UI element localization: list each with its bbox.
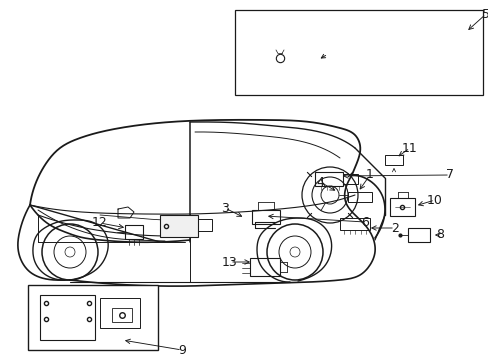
Bar	[112, 308, 132, 322]
Text: 7: 7	[445, 168, 453, 181]
Bar	[251, 210, 280, 224]
Bar	[100, 298, 140, 328]
Text: 13: 13	[222, 256, 237, 269]
Bar	[339, 218, 369, 230]
Bar	[160, 215, 198, 237]
Text: 6: 6	[360, 216, 368, 229]
Bar	[198, 219, 212, 231]
Text: 1: 1	[366, 168, 373, 181]
Text: 10: 10	[426, 194, 442, 207]
Text: 9: 9	[178, 343, 185, 356]
Text: 4: 4	[315, 175, 323, 189]
Bar	[407, 228, 429, 242]
Bar	[342, 174, 357, 184]
Bar	[347, 192, 371, 202]
Bar	[314, 172, 342, 186]
Bar	[384, 155, 402, 165]
Text: 11: 11	[401, 141, 417, 154]
Text: 8: 8	[435, 229, 443, 242]
Text: 2: 2	[390, 221, 398, 234]
Bar	[40, 295, 95, 340]
Bar	[28, 285, 158, 350]
Text: 3: 3	[221, 202, 228, 215]
Text: 12: 12	[92, 216, 108, 230]
Bar	[249, 258, 280, 276]
Bar	[235, 10, 482, 95]
Bar	[125, 225, 142, 239]
Text: 5: 5	[481, 8, 488, 21]
Bar	[389, 198, 414, 216]
